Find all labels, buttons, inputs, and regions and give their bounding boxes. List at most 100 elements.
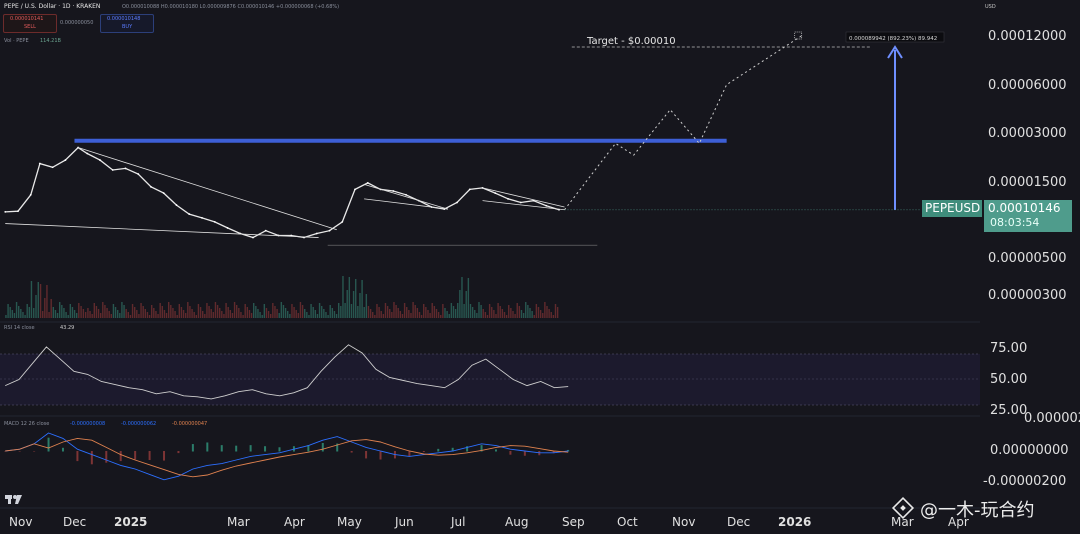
sell-button[interactable]: 0.000010141 SELL bbox=[3, 14, 57, 33]
volume-bar bbox=[448, 314, 450, 318]
volume-bar bbox=[314, 310, 317, 318]
volume-bar bbox=[348, 277, 351, 318]
volume-bar bbox=[444, 308, 446, 318]
volume-bar bbox=[248, 310, 251, 318]
volume-bar bbox=[295, 310, 297, 318]
volume-bar bbox=[259, 312, 261, 318]
volume-bar bbox=[478, 302, 480, 318]
volume-bar bbox=[376, 304, 378, 318]
volume-bar bbox=[261, 315, 263, 318]
rsi-pane bbox=[5, 344, 569, 400]
volume-bar bbox=[329, 305, 331, 318]
volume-bar bbox=[253, 303, 255, 318]
price-tick-6: 0.00000300 bbox=[988, 288, 1067, 303]
volume-bar bbox=[391, 312, 393, 318]
volume-bar bbox=[244, 304, 246, 318]
macd-histogram-bar bbox=[523, 451, 526, 456]
volume-bar bbox=[189, 306, 191, 318]
macd-histogram-bar bbox=[264, 446, 267, 452]
price-point bbox=[51, 166, 54, 169]
volume-bar bbox=[482, 309, 484, 318]
projection-end-marker bbox=[794, 31, 803, 40]
volume-bar bbox=[321, 306, 323, 318]
macd-histogram-bar bbox=[422, 451, 425, 453]
currency-selector[interactable]: USD bbox=[985, 4, 996, 10]
rsi-value: 43.29 bbox=[60, 325, 75, 331]
volume-bar bbox=[89, 311, 91, 318]
volume-bar bbox=[212, 312, 215, 318]
volume-bar bbox=[195, 315, 198, 318]
volume-bar bbox=[73, 310, 76, 318]
volume-bar bbox=[155, 311, 157, 318]
volume-bar bbox=[136, 310, 138, 318]
price-point bbox=[468, 188, 471, 191]
volume-bar bbox=[491, 307, 493, 318]
macd-histogram-bar bbox=[365, 451, 368, 459]
flag-top-line bbox=[482, 187, 565, 208]
volume-bar bbox=[312, 307, 314, 318]
volume-bar bbox=[465, 291, 467, 318]
macd-histogram-bar bbox=[148, 451, 151, 461]
volume-bar bbox=[216, 305, 219, 318]
price-point bbox=[175, 204, 178, 206]
volume-bar bbox=[380, 311, 382, 318]
volume-bar bbox=[474, 310, 476, 318]
macd-histogram-bar bbox=[451, 447, 454, 452]
volume-bar bbox=[56, 313, 59, 318]
price-point bbox=[405, 193, 407, 196]
volume-bar bbox=[95, 306, 98, 318]
macd-line bbox=[5, 432, 569, 481]
volume-bar bbox=[227, 307, 229, 318]
price-point bbox=[111, 169, 114, 171]
watermark-text: @一木-玩合约 bbox=[920, 500, 1035, 521]
volume-bar bbox=[516, 303, 518, 318]
price-point bbox=[162, 192, 165, 195]
drawings-overlay: Target - $0.00010 0.000089942 (892.23%) 8… bbox=[5, 31, 945, 246]
volume-bar bbox=[163, 310, 166, 318]
volume-bar bbox=[114, 307, 117, 318]
volume-bar bbox=[127, 312, 130, 318]
volume-bar bbox=[520, 310, 523, 318]
volume-bar bbox=[58, 302, 61, 318]
volume-bar bbox=[525, 302, 527, 318]
price-point bbox=[213, 220, 216, 223]
volume-bar bbox=[184, 313, 187, 318]
volume-bar bbox=[408, 310, 410, 318]
volume-bar bbox=[325, 312, 327, 318]
volume-bar bbox=[125, 309, 127, 318]
price-point bbox=[188, 213, 191, 215]
volume-bar bbox=[342, 276, 344, 318]
volume-bar bbox=[174, 311, 176, 318]
volume-bar bbox=[425, 307, 427, 318]
macd-pane bbox=[4, 432, 570, 481]
volume-bar bbox=[41, 311, 44, 318]
buy-button[interactable]: 0.000010148 BUY bbox=[100, 14, 154, 33]
volume-bar bbox=[331, 308, 334, 318]
target-label: Target - $0.00010 bbox=[586, 36, 676, 47]
volume-bar bbox=[357, 306, 359, 318]
volume-bar bbox=[54, 310, 57, 318]
current-price-badge: PEPEUSD 0.00010146 08:03:54 bbox=[922, 200, 1072, 232]
volume-bar bbox=[15, 302, 18, 318]
volume-bar bbox=[97, 309, 100, 318]
volume-bar bbox=[148, 315, 151, 318]
volume-bar bbox=[270, 314, 272, 318]
volume-bar bbox=[5, 315, 7, 318]
macd-histogram-bar bbox=[177, 451, 180, 454]
macd-tick-top: 0.00000200 bbox=[1024, 411, 1080, 426]
price-point bbox=[494, 192, 497, 195]
symbol-title[interactable]: PEPE / U.S. Dollar · 1D · KRAKEN bbox=[4, 3, 101, 10]
macd-histogram-bar bbox=[480, 445, 483, 452]
volume-bar bbox=[318, 303, 321, 318]
volume-bar bbox=[274, 306, 276, 318]
volume-bar bbox=[197, 304, 200, 318]
volume-bar bbox=[265, 308, 268, 318]
macd-histogram-bar bbox=[437, 448, 440, 452]
volume-bar bbox=[123, 305, 125, 318]
volume-bar bbox=[233, 302, 236, 318]
volume-bar bbox=[429, 313, 431, 318]
volume-bar bbox=[206, 303, 208, 318]
volume-bar bbox=[282, 305, 285, 318]
time-tick-mar-2: Mar bbox=[891, 515, 914, 529]
